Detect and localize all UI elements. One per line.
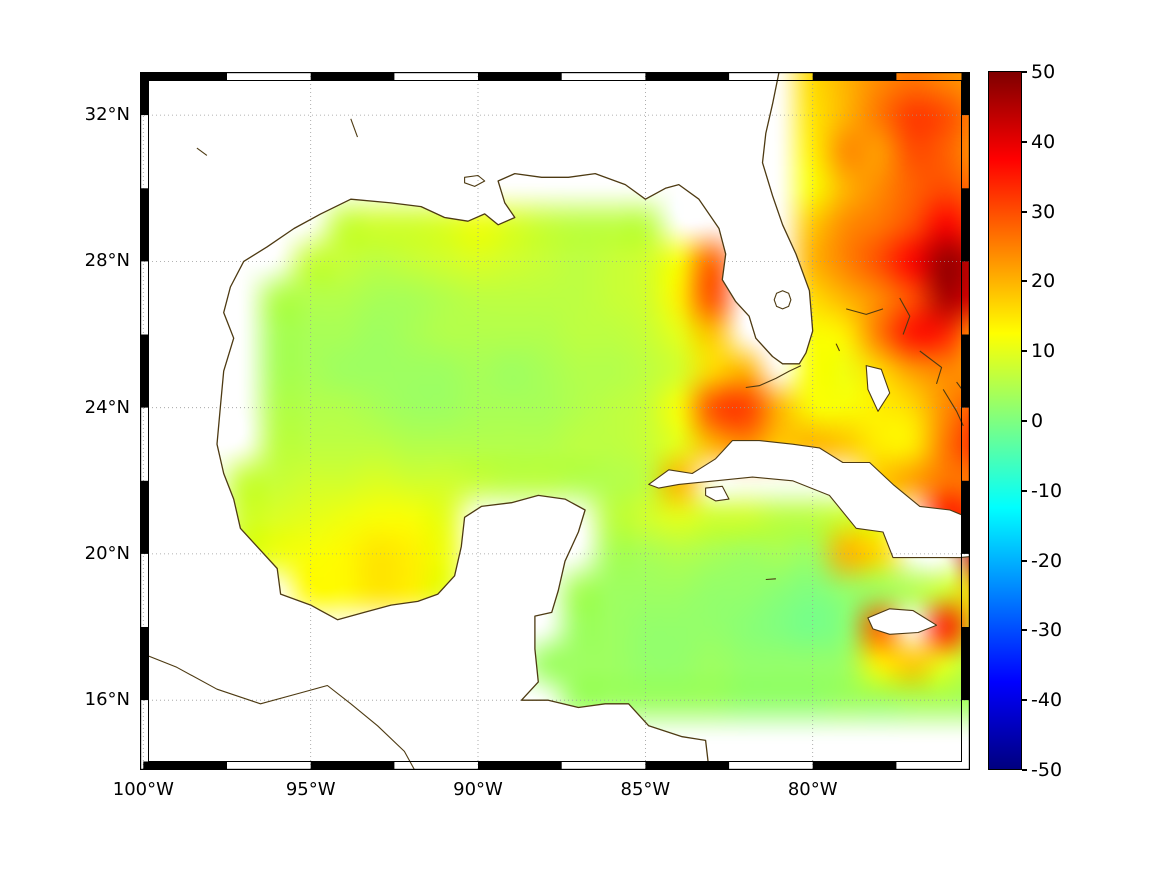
y-tick-label: 24°N [84, 396, 130, 418]
frame-segment [143, 73, 227, 81]
frame-segment [143, 761, 227, 769]
colorbar-tick-label: -30 [1031, 619, 1063, 642]
andros-fill [866, 365, 890, 412]
frame-segment [961, 480, 969, 554]
colorbar-tick-mark [1022, 71, 1027, 73]
colorbar-tick-label: 0 [1031, 410, 1044, 432]
colorbar-tick-label: -20 [1031, 549, 1063, 572]
colorbar-tick-label: -50 [1031, 759, 1063, 781]
frame-segment [141, 334, 149, 408]
lake-pontchartrain-coastline [464, 174, 486, 187]
frame-outer-rect [140, 72, 970, 770]
inland-lake-1-coastline [350, 118, 359, 138]
isla-de-la-juventud-fill [705, 486, 729, 501]
map-frame [140, 72, 970, 770]
frame-segment [478, 73, 562, 81]
lake-okeechobee-fill [774, 290, 791, 309]
cuba-fill [648, 440, 970, 558]
frame-segment [141, 627, 149, 701]
x-tick-label: 85°W [620, 779, 671, 800]
y-tick-label: 20°N [84, 542, 130, 564]
colorbar-tick-mark [1022, 420, 1027, 422]
colorbar-tick-label: 50 [1031, 61, 1056, 83]
frame-segment [961, 627, 969, 701]
lake-okeechobee-coastline [773, 290, 792, 310]
jamaica-fill [867, 608, 937, 635]
isla-de-la-juventud-coastline [705, 485, 730, 502]
frame-segment [645, 73, 730, 81]
y-tick-label: 16°N [84, 689, 130, 711]
colorbar-tick-label: 40 [1031, 130, 1056, 153]
land-fills [140, 72, 970, 770]
x-tick-label: 95°W [285, 779, 336, 800]
frame-segment [961, 73, 969, 116]
andros-coastline [865, 365, 891, 412]
frame-segment [478, 761, 562, 769]
colorbar-tick-mark [1022, 769, 1027, 771]
frame-segment [141, 480, 149, 554]
y-tick-label: 28°N [84, 250, 130, 272]
y-tick-label: 32°N [84, 104, 130, 126]
north-america-mainland-fill [140, 72, 813, 770]
cayman-islands-coastline [765, 578, 776, 581]
colorbar-tick-label: 30 [1031, 200, 1056, 223]
frame-segment [645, 761, 730, 769]
colorbar [988, 71, 1022, 770]
colorbar-tick-label: 10 [1031, 340, 1056, 363]
colorbar-tick-mark [1022, 280, 1027, 283]
colorbar-tick-label: -10 [1031, 479, 1063, 502]
colorbar-tick-label: -40 [1031, 689, 1063, 712]
map-overlay [140, 72, 970, 770]
colorbar-tick-mark [1022, 489, 1027, 492]
frame-inner-rect [148, 80, 962, 762]
bimini-coastline [835, 343, 840, 352]
colorbar-tick-mark [1022, 210, 1027, 213]
colorbar-tick-mark [1022, 559, 1027, 562]
map-plot [140, 72, 970, 770]
frame-segment [141, 73, 149, 116]
colorbar-tick-label: 20 [1031, 270, 1056, 293]
pacific-coast-line-coastline [140, 652, 415, 770]
cuba-coastline [648, 440, 970, 559]
florida-keys-coastline [745, 365, 802, 389]
coastlines [140, 72, 970, 770]
frame-segment [141, 188, 149, 262]
grand-bahama-coastline [846, 308, 884, 315]
colorbar-tick-mark [1022, 350, 1027, 353]
north-america-mainland-coastline [140, 72, 814, 770]
inland-lake-2-coastline [196, 147, 208, 156]
colorbar-tick-mark [1022, 140, 1027, 143]
frame-segment [812, 761, 897, 769]
eleuthera-coastline [919, 350, 943, 385]
colorbar-tick-mark [1022, 629, 1027, 632]
jamaica-coastline [867, 608, 938, 635]
x-tick-label: 90°W [453, 779, 503, 800]
colorbar-tick-mark [1022, 699, 1027, 702]
frame-segment [961, 334, 969, 408]
x-tick-label: 100°W [112, 779, 174, 800]
abaco-coastline [899, 297, 911, 335]
frame-segment [310, 73, 395, 81]
x-tick-label: 80°W [787, 779, 838, 800]
colorbar-gradient [989, 72, 1021, 769]
frame-segment [310, 761, 395, 769]
frame-segment [812, 73, 897, 81]
frame-segment [961, 188, 969, 262]
